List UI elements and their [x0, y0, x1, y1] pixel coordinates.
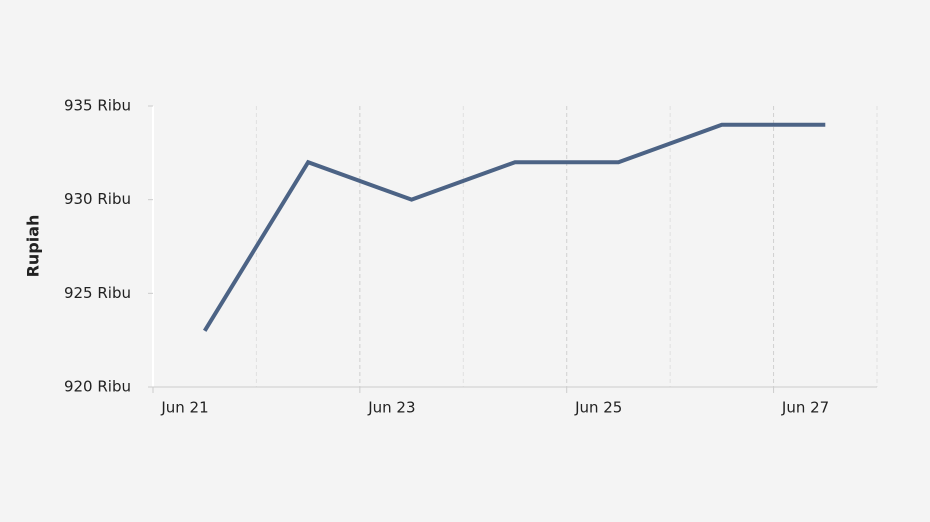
- x-tick-label: Jun 27: [781, 399, 829, 417]
- x-tick-label: Jun 23: [367, 399, 415, 417]
- y-axis-title: Rupiah: [24, 215, 43, 278]
- x-tick-label: Jun 25: [574, 399, 622, 417]
- y-tick-label: 935 Ribu: [64, 97, 131, 115]
- y-tick-label: 920 Ribu: [64, 378, 131, 396]
- x-tick-label: Jun 21: [160, 399, 208, 417]
- y-tick-label: 930 Ribu: [64, 190, 131, 208]
- y-tick-label: 925 Ribu: [64, 284, 131, 302]
- data-line: [203, 122, 826, 332]
